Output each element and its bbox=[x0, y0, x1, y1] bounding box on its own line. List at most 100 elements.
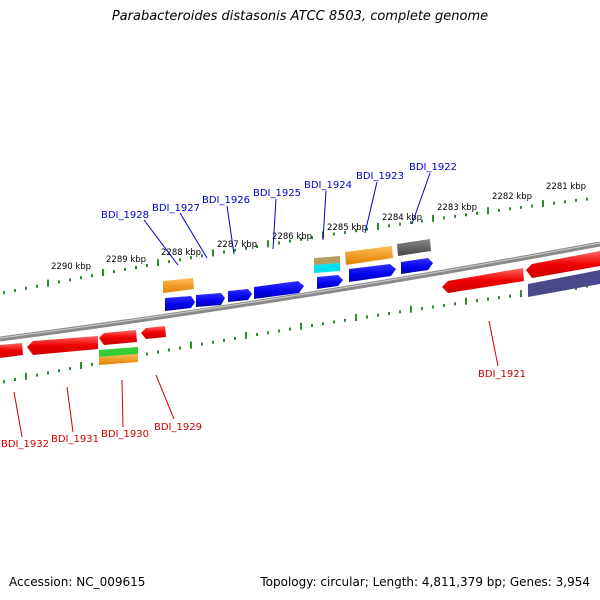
minor-tick bbox=[179, 258, 181, 262]
minor-tick bbox=[36, 373, 38, 377]
minor-tick bbox=[355, 229, 357, 233]
forward-genes bbox=[165, 258, 433, 311]
gene-arrow[interactable] bbox=[401, 258, 433, 274]
minor-tick bbox=[168, 260, 170, 264]
kbp-label: 2281 kbp bbox=[546, 182, 586, 192]
minor-tick bbox=[333, 232, 335, 236]
gene-labels-bottom: BDI_1932 BDI_1931 BDI_1930 BDI_1929 BDI_… bbox=[1, 369, 526, 450]
minor-tick bbox=[278, 329, 280, 333]
gene-arrow[interactable] bbox=[165, 296, 195, 311]
minor-tick bbox=[223, 250, 225, 254]
feature-bars-top bbox=[163, 239, 431, 293]
kbp-label: 2282 kbp bbox=[492, 192, 532, 202]
major-tick bbox=[190, 341, 192, 349]
minor-tick bbox=[498, 296, 500, 300]
gene-label[interactable]: BDI_1928 bbox=[101, 210, 149, 221]
major-tick bbox=[267, 240, 269, 248]
minor-tick bbox=[454, 214, 456, 218]
gene-bar-slate[interactable] bbox=[528, 270, 600, 297]
major-tick bbox=[157, 259, 159, 267]
minor-tick bbox=[146, 264, 148, 267]
minor-tick bbox=[190, 256, 192, 260]
gene-label[interactable]: BDI_1927 bbox=[152, 203, 200, 214]
gene-label[interactable]: BDI_1925 bbox=[253, 188, 301, 199]
minor-tick bbox=[267, 331, 269, 335]
gene-arrow[interactable] bbox=[442, 268, 524, 293]
gene-arrow[interactable] bbox=[228, 289, 252, 302]
minor-tick bbox=[333, 320, 335, 324]
gene-bar-orange[interactable] bbox=[99, 354, 138, 365]
gene-bar-orange[interactable] bbox=[163, 278, 194, 293]
gene-arrow[interactable] bbox=[99, 330, 137, 345]
major-tick bbox=[355, 314, 357, 322]
minor-tick bbox=[454, 302, 456, 306]
minor-tick bbox=[311, 236, 313, 240]
gene-label[interactable]: BDI_1921 bbox=[478, 369, 526, 380]
kbp-label: 2289 kbp bbox=[106, 255, 146, 265]
minor-tick bbox=[25, 286, 27, 290]
gene-label[interactable]: BDI_1926 bbox=[202, 195, 250, 206]
minor-tick bbox=[168, 348, 170, 352]
minor-tick bbox=[399, 310, 401, 314]
gene-arrow[interactable] bbox=[254, 281, 304, 299]
major-tick bbox=[300, 322, 302, 330]
minor-tick bbox=[135, 266, 137, 269]
minor-tick bbox=[234, 248, 236, 252]
minor-tick bbox=[421, 307, 423, 311]
minor-tick bbox=[476, 299, 478, 303]
kbp-label: 2287 kbp bbox=[217, 240, 257, 250]
minor-tick bbox=[179, 346, 181, 350]
minor-tick bbox=[3, 291, 5, 295]
minor-tick bbox=[91, 274, 93, 278]
gene-arrow[interactable] bbox=[526, 251, 600, 278]
gene-arrow[interactable] bbox=[141, 326, 166, 339]
minor-tick bbox=[36, 284, 38, 288]
minor-tick bbox=[113, 270, 115, 274]
gene-label[interactable]: BDI_1929 bbox=[154, 422, 202, 433]
minor-tick bbox=[289, 239, 291, 243]
gene-bar-cyan[interactable] bbox=[314, 263, 340, 273]
gene-label[interactable]: BDI_1930 bbox=[101, 429, 149, 440]
gene-bar-olive[interactable] bbox=[314, 256, 340, 265]
gene-arrow[interactable] bbox=[0, 343, 23, 358]
gene-arrow[interactable] bbox=[349, 264, 396, 282]
major-tick bbox=[377, 222, 379, 230]
kbp-label: 2286 kbp bbox=[272, 232, 312, 242]
gene-label[interactable]: BDI_1923 bbox=[356, 171, 404, 182]
gene-arrow[interactable] bbox=[196, 293, 225, 307]
gene-label[interactable]: BDI_1922 bbox=[409, 162, 457, 173]
kbp-label: 2283 kbp bbox=[437, 203, 477, 213]
gene-arrow[interactable] bbox=[27, 336, 98, 355]
minor-tick bbox=[487, 297, 489, 301]
minor-tick bbox=[476, 211, 478, 215]
minor-tick bbox=[14, 378, 16, 381]
minor-tick bbox=[586, 197, 588, 201]
leader-lines-top bbox=[143, 172, 431, 266]
gene-bar-gray[interactable] bbox=[397, 239, 431, 256]
minor-tick bbox=[443, 303, 445, 307]
gene-label[interactable]: BDI_1931 bbox=[51, 434, 99, 445]
minor-tick bbox=[58, 369, 60, 373]
minor-tick bbox=[289, 327, 291, 331]
genome-title: Parabacteroides distasonis ATCC 8503, co… bbox=[111, 9, 489, 24]
minor-tick bbox=[3, 380, 5, 384]
minor-tick bbox=[509, 294, 511, 298]
major-tick bbox=[487, 207, 489, 215]
minor-tick bbox=[201, 254, 203, 258]
kbp-label: 2288 kbp bbox=[161, 248, 201, 258]
gene-bar-orange[interactable] bbox=[345, 246, 393, 265]
minor-tick bbox=[432, 305, 434, 309]
minor-tick bbox=[201, 342, 203, 346]
minor-tick bbox=[69, 367, 71, 371]
major-tick bbox=[432, 214, 434, 222]
gene-label[interactable]: BDI_1924 bbox=[304, 180, 352, 191]
gene-arrow[interactable] bbox=[317, 275, 343, 289]
minor-tick bbox=[322, 322, 324, 326]
minor-tick bbox=[410, 221, 412, 225]
gene-bar-green[interactable] bbox=[99, 347, 138, 357]
topology-summary: Topology: circular; Length: 4,811,379 bp… bbox=[260, 575, 590, 589]
gene-label[interactable]: BDI_1932 bbox=[1, 439, 49, 450]
kbp-label: 2284 kbp bbox=[382, 213, 422, 223]
minor-tick bbox=[388, 224, 390, 228]
